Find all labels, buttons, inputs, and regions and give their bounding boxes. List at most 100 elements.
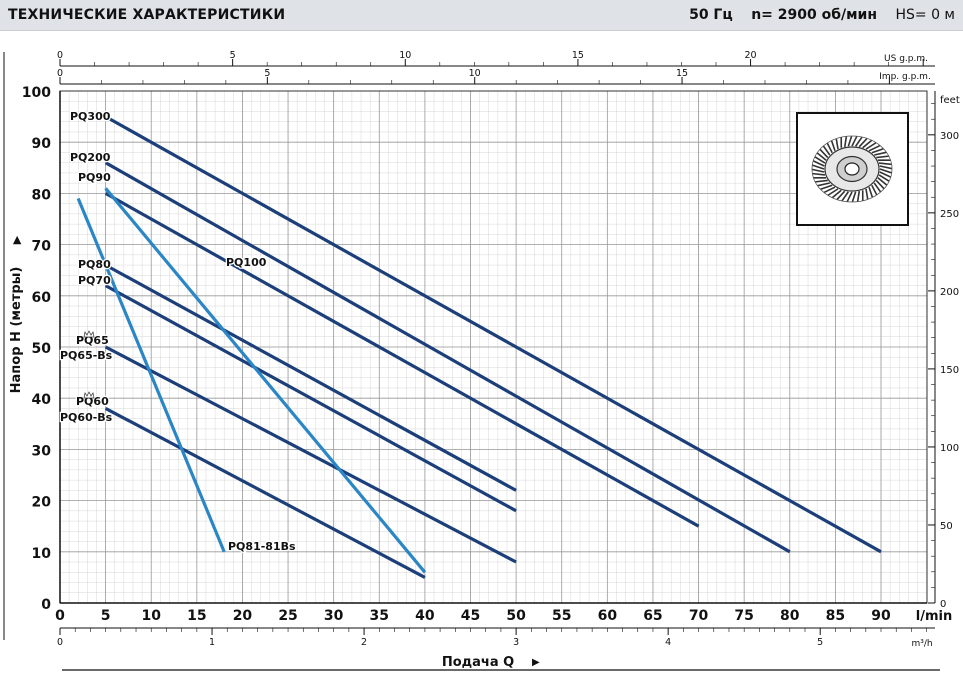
m3h-tick-label: 0 bbox=[57, 637, 63, 648]
impeller-blade bbox=[858, 138, 868, 148]
crown-icon-shape bbox=[83, 330, 95, 338]
impeller-blade bbox=[878, 174, 890, 182]
curve-pq300 bbox=[104, 115, 882, 554]
impeller-blade bbox=[879, 171, 892, 178]
us-gpm-tick-label: 0 bbox=[57, 50, 63, 61]
impeller-blade bbox=[836, 190, 846, 200]
x-tick-label: 85 bbox=[826, 608, 845, 624]
x-tick-label: 15 bbox=[187, 608, 206, 624]
imp-gpm-tick-label: 15 bbox=[676, 68, 688, 79]
curve-pq200 bbox=[104, 161, 791, 554]
feet-tick-label: 100 bbox=[940, 443, 959, 454]
x-tick-label: 40 bbox=[415, 608, 435, 624]
imp-gpm-tick-label: 10 bbox=[469, 68, 481, 79]
y-tick-label: 0 bbox=[41, 597, 51, 613]
impeller-illustration bbox=[796, 112, 909, 226]
x-tick-label: 60 bbox=[598, 608, 618, 624]
impeller-bore bbox=[844, 162, 860, 176]
impeller-blade bbox=[812, 172, 826, 176]
y-tick-label: 40 bbox=[32, 392, 52, 408]
crown-icon bbox=[83, 330, 95, 338]
m3h-tick-label: 3 bbox=[513, 637, 519, 648]
x-tick-label: 55 bbox=[552, 608, 571, 624]
m3h-tick-label: 2 bbox=[361, 637, 367, 648]
curve-label-pq65-bs: PQ65-Bs bbox=[60, 349, 113, 362]
impeller-blade bbox=[811, 168, 825, 173]
feet-unit-label: feet bbox=[940, 95, 960, 106]
x-tick-label: 65 bbox=[643, 608, 662, 624]
impeller-blade bbox=[876, 155, 889, 159]
impeller-blade bbox=[847, 135, 853, 147]
curve-label-pq90: PQ90 bbox=[78, 171, 111, 184]
header-title: ТЕХНИЧЕСКИЕ ХАРАКТЕРИСТИКИ bbox=[8, 7, 286, 23]
y-tick-label: 10 bbox=[32, 546, 52, 562]
impeller-blade bbox=[874, 151, 887, 156]
x-tick-label: 75 bbox=[734, 608, 753, 624]
curve-pq80 bbox=[104, 263, 517, 492]
impeller-blade bbox=[865, 142, 877, 150]
curve-pq90 bbox=[104, 187, 427, 574]
x-tick-label: 90 bbox=[871, 608, 891, 624]
crown-icon bbox=[83, 391, 95, 399]
x-axis-arrow-icon: ▶ bbox=[532, 657, 540, 668]
curve-label-pq70: PQ70 bbox=[78, 274, 111, 287]
feet-tick-label: 0 bbox=[940, 599, 946, 610]
impeller-blade bbox=[819, 148, 829, 159]
impeller-blade bbox=[816, 152, 827, 161]
y-tick-label: 70 bbox=[32, 239, 52, 255]
x-tick-label: 0 bbox=[55, 608, 65, 624]
curve-label-pq60-bs: PQ60-Bs bbox=[60, 411, 113, 424]
x-tick-label: 5 bbox=[101, 608, 111, 624]
m3h-tick-label: 4 bbox=[665, 637, 671, 648]
impeller-blade bbox=[846, 191, 853, 202]
feet-tick-label: 250 bbox=[940, 209, 959, 220]
impeller-blade bbox=[871, 184, 878, 196]
x-unit-label: l/min bbox=[916, 609, 952, 624]
impeller-blade bbox=[862, 139, 873, 149]
impeller-blade bbox=[843, 136, 848, 147]
y-tick-label: 80 bbox=[32, 187, 52, 203]
us-gpm-tick-label: 15 bbox=[572, 50, 584, 61]
impeller-blade bbox=[878, 162, 892, 166]
impeller-blade bbox=[826, 142, 833, 154]
impeller-blade bbox=[812, 164, 825, 170]
chart-curve-labels: PQ300PQ200PQ90PQ100PQ80PQ70PQ65PQ65-BsPQ… bbox=[59, 109, 297, 555]
x-tick-label: 50 bbox=[506, 608, 526, 624]
x-tick-label: 45 bbox=[461, 608, 480, 624]
imp-gpm-tick-label: 0 bbox=[57, 68, 63, 79]
curve-label-pq81-81bs: PQ81-81Bs bbox=[228, 540, 296, 553]
impeller-blade bbox=[871, 147, 884, 154]
impeller-blade bbox=[856, 191, 861, 202]
us-gpm-tick-label: 10 bbox=[399, 50, 411, 61]
x-tick-label: 30 bbox=[324, 608, 344, 624]
curve-pq70 bbox=[104, 284, 517, 513]
imp-gpm-tick-label: 5 bbox=[264, 68, 270, 79]
impeller-blade bbox=[815, 179, 828, 183]
impeller-blade bbox=[814, 156, 826, 164]
x-tick-label: 10 bbox=[141, 608, 161, 624]
curve-pq100 bbox=[104, 192, 700, 528]
impeller-blade bbox=[865, 188, 869, 200]
y-tick-label: 100 bbox=[22, 85, 51, 101]
chart-series bbox=[76, 115, 882, 579]
impeller-blade bbox=[868, 186, 874, 198]
curve-label-pq80: PQ80 bbox=[78, 258, 111, 271]
impeller-blade bbox=[820, 184, 833, 191]
feet-tick-label: 50 bbox=[940, 521, 953, 532]
impeller-rim bbox=[811, 135, 893, 203]
y-tick-label: 50 bbox=[32, 341, 52, 357]
impeller-blade bbox=[868, 144, 881, 152]
m3h-tick-label: 5 bbox=[817, 637, 823, 648]
y-axis-label: Напор H (метры) bbox=[9, 267, 24, 394]
impeller-blade bbox=[822, 145, 831, 156]
impeller-blade bbox=[827, 188, 839, 196]
impeller-blade bbox=[873, 182, 882, 193]
y-tick-label: 60 bbox=[32, 290, 52, 306]
impeller-blade bbox=[877, 177, 888, 186]
us-gpm-tick-label: 5 bbox=[230, 50, 236, 61]
impeller-blade bbox=[879, 165, 893, 170]
y-tick-label: 90 bbox=[32, 136, 52, 152]
feet-tick-label: 300 bbox=[940, 131, 959, 142]
curve-label-pq200: PQ200 bbox=[70, 151, 111, 164]
